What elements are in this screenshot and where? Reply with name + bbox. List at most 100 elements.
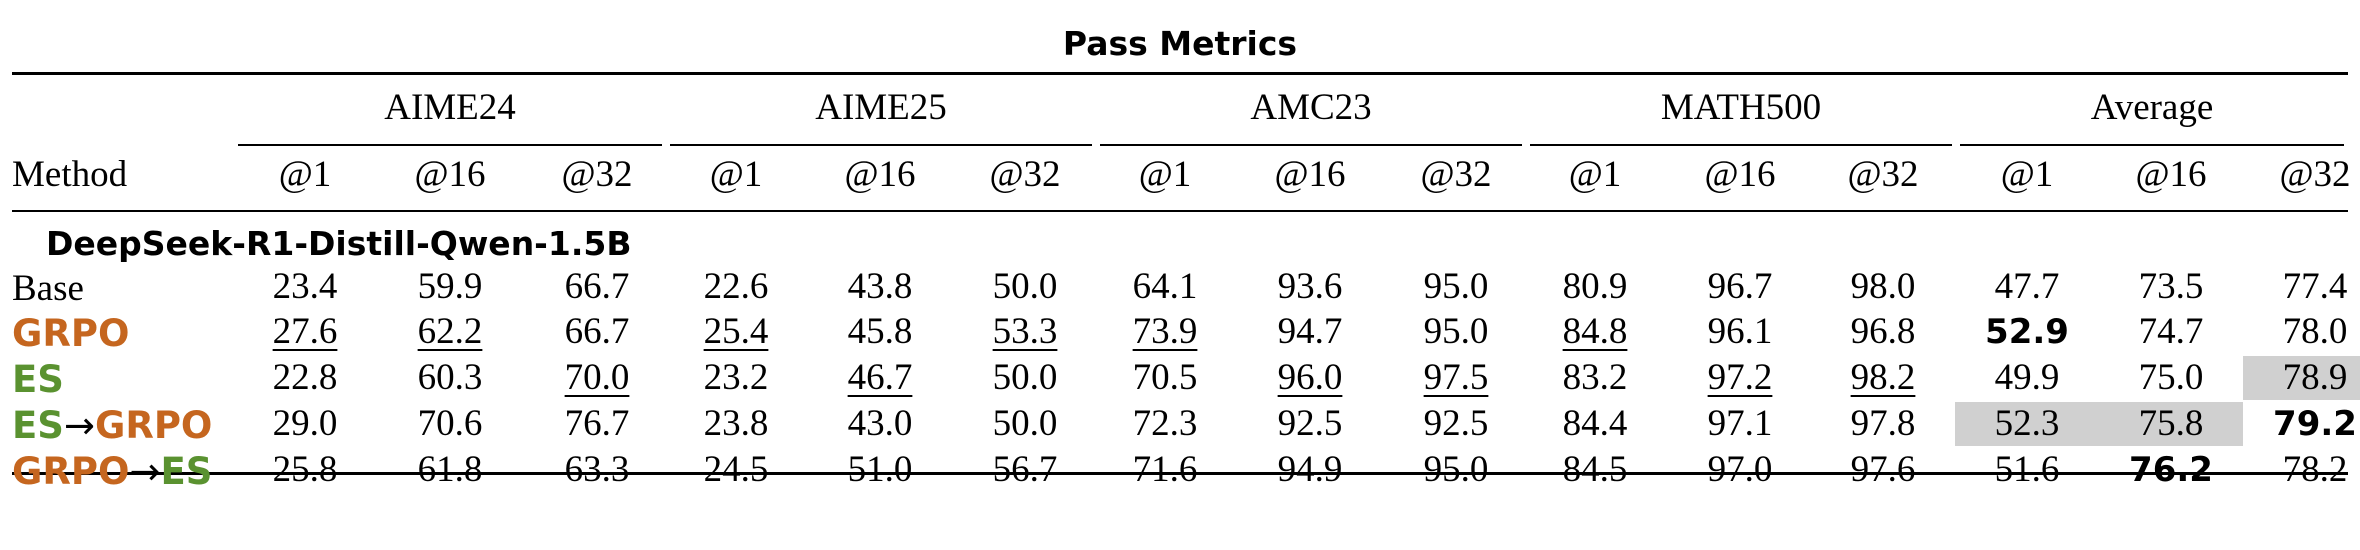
table-cell: 51.6 — [1955, 448, 2099, 492]
table-cell: 50.0 — [953, 265, 1097, 309]
table-cell: 46.7 — [808, 356, 952, 400]
table-cell: 74.7 — [2099, 310, 2243, 354]
method-name-part: GRPO — [12, 450, 130, 493]
table-cell: 80.9 — [1523, 265, 1667, 309]
metric-column-header: @1 — [2000, 154, 2054, 195]
table-cell: 97.8 — [1811, 402, 1955, 446]
method-name-part: ES — [12, 404, 64, 447]
arrow-icon: → — [129, 450, 161, 493]
group-underline — [1530, 144, 1952, 146]
cell-value: 66.7 — [564, 266, 630, 307]
table-cell: 66.7 — [525, 310, 669, 354]
table-cell: 50.0 — [953, 402, 1097, 446]
table-cell: 97.6 — [1811, 448, 1955, 492]
metric-column-header: @16 — [844, 154, 916, 195]
metric-column-header: @32 — [561, 154, 633, 195]
cell-value: 75.8 — [2138, 403, 2204, 444]
table-cell: 76.2 — [2099, 448, 2243, 492]
cell-value: 84.4 — [1562, 403, 1628, 444]
cell-value: 25.8 — [272, 449, 338, 490]
table-cell: 95.0 — [1384, 310, 1528, 354]
cell-value: 95.0 — [1423, 449, 1489, 490]
metric-column-header: @32 — [1420, 154, 1492, 195]
cell-value: 60.3 — [417, 357, 483, 398]
group-underline — [238, 144, 662, 146]
cell-value: 56.7 — [992, 449, 1058, 490]
table-cell: 84.8 — [1523, 310, 1667, 354]
cell-value: 50.0 — [992, 403, 1058, 444]
method-name-part: Base — [12, 268, 84, 309]
table-cell: 79.2 — [2243, 402, 2360, 446]
cell-value: 51.0 — [847, 449, 913, 490]
cell-value: 61.8 — [417, 449, 483, 490]
cell-value: 62.2 — [417, 311, 483, 352]
metric-column-header: @16 — [2135, 154, 2207, 195]
table-cell: 94.7 — [1238, 310, 1382, 354]
table-cell: 71.6 — [1093, 448, 1237, 492]
table-cell: 27.6 — [233, 310, 377, 354]
cell-value: 51.6 — [1994, 449, 2060, 490]
cell-value: 24.5 — [703, 449, 769, 490]
cell-value: 74.7 — [2138, 311, 2204, 352]
cell-value: 84.5 — [1562, 449, 1628, 490]
method-name-part: ES — [160, 450, 213, 493]
header-rule — [12, 210, 2348, 212]
method-name: ES — [12, 358, 64, 402]
cell-value: 59.9 — [417, 266, 483, 307]
cell-value: 29.0 — [272, 403, 338, 444]
cell-value: 78.0 — [2282, 311, 2348, 352]
table-cell: 43.0 — [808, 402, 952, 446]
table-cell: 66.7 — [525, 265, 669, 309]
cell-value: 97.0 — [1707, 449, 1773, 490]
cell-value: 78.9 — [2282, 357, 2348, 398]
table-cell: 73.5 — [2099, 265, 2243, 309]
cell-value: 95.0 — [1423, 311, 1489, 352]
metric-column-header: @32 — [2279, 154, 2351, 195]
metric-column-header: @32 — [1847, 154, 1919, 195]
table-cell: 23.8 — [664, 402, 808, 446]
table-title: Pass Metrics — [1062, 24, 1298, 63]
table-cell: 96.1 — [1668, 310, 1812, 354]
table-cell: 56.7 — [953, 448, 1097, 492]
table-cell: 96.7 — [1668, 265, 1812, 309]
group-underline — [1960, 144, 2344, 146]
method-name-part: GRPO — [12, 312, 130, 355]
table-cell: 50.0 — [953, 356, 1097, 400]
cell-value: 50.0 — [992, 266, 1058, 307]
method-column-header: Method — [12, 154, 128, 195]
table-cell: 78.9 — [2243, 356, 2360, 400]
metric-column-header: @1 — [278, 154, 332, 195]
cell-value: 97.6 — [1850, 449, 1916, 490]
table-cell: 49.9 — [1955, 356, 2099, 400]
table-cell: 25.4 — [664, 310, 808, 354]
cell-value: 22.8 — [272, 357, 338, 398]
table-cell: 64.1 — [1093, 265, 1237, 309]
table-cell: 23.4 — [233, 265, 377, 309]
table-cell: 92.5 — [1238, 402, 1382, 446]
cell-value: 22.6 — [703, 266, 769, 307]
cell-value: 92.5 — [1277, 403, 1343, 444]
cell-value: 97.5 — [1423, 357, 1489, 398]
cell-value: 76.2 — [2129, 450, 2213, 490]
cell-value: 25.4 — [703, 311, 769, 352]
method-name-part: GRPO — [94, 404, 213, 447]
cell-value: 72.3 — [1132, 403, 1198, 444]
table-cell: 25.8 — [233, 448, 377, 492]
table-cell: 70.6 — [378, 402, 522, 446]
table-cell: 97.5 — [1384, 356, 1528, 400]
cell-value: 77.4 — [2282, 266, 2348, 307]
metric-column-header: @16 — [1274, 154, 1346, 195]
cell-value: 84.8 — [1562, 311, 1628, 352]
method-name: ES→GRPO — [12, 404, 212, 448]
table-cell: 51.0 — [808, 448, 952, 492]
table-cell: 47.7 — [1955, 265, 2099, 309]
table-cell: 92.5 — [1384, 402, 1528, 446]
table-cell: 43.8 — [808, 265, 952, 309]
table-cell: 84.4 — [1523, 402, 1667, 446]
table-cell: 75.0 — [2099, 356, 2243, 400]
group-header: AMC23 — [1250, 87, 1372, 128]
table-cell: 22.8 — [233, 356, 377, 400]
table-cell: 73.9 — [1093, 310, 1237, 354]
group-header: MATH500 — [1660, 87, 1822, 128]
bottom-rule — [12, 472, 2348, 475]
